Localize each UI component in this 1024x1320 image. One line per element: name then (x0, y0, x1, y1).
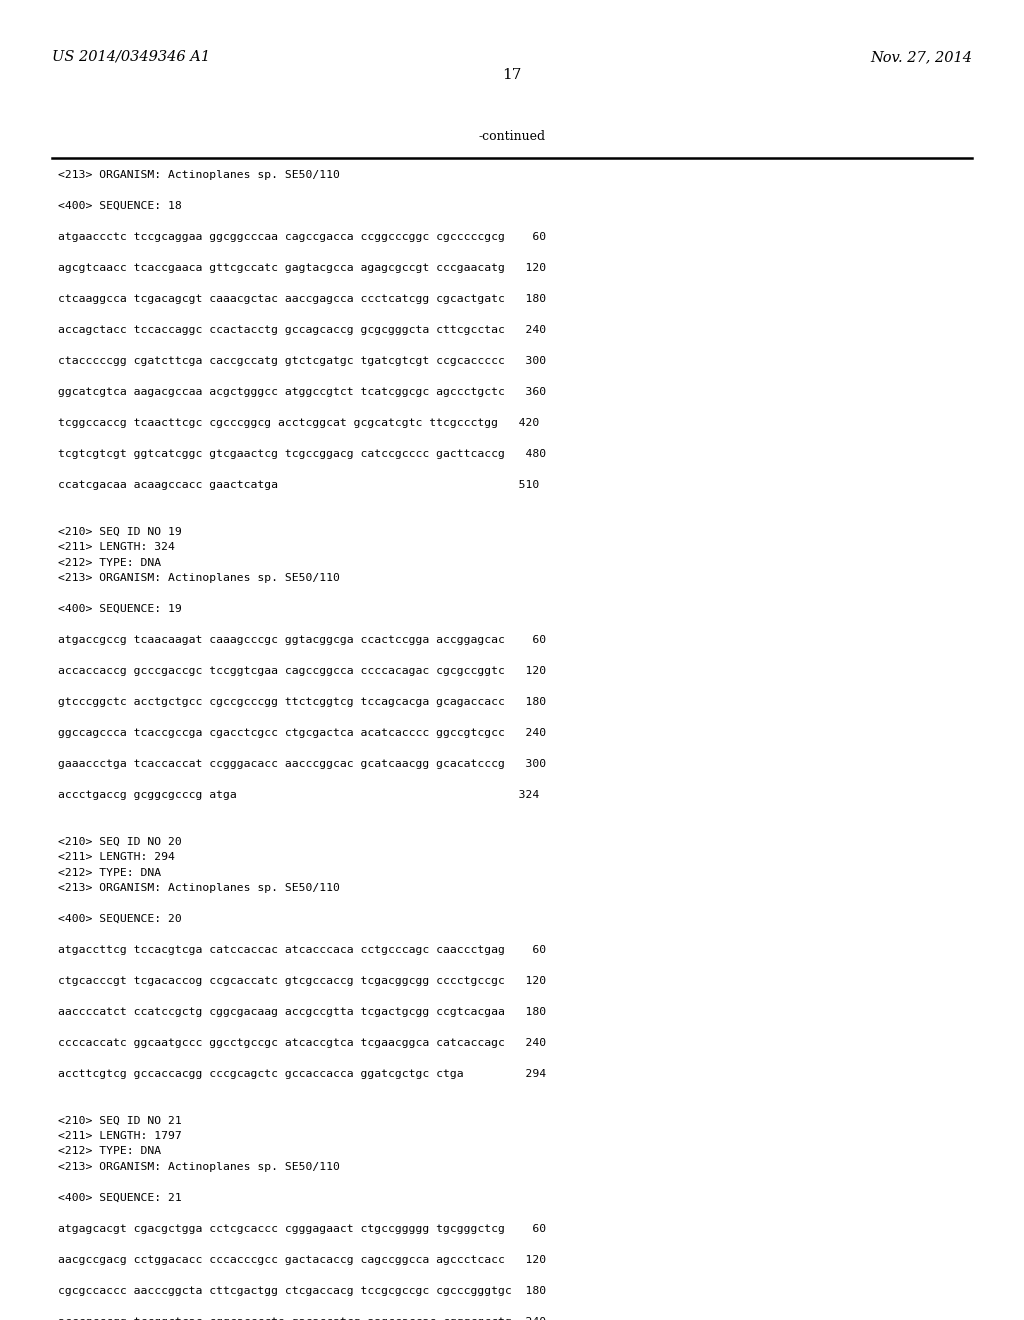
Text: accagctacc tccaccaggc ccactacctg gccagcaccg gcgcgggcta cttcgcctac   240: accagctacc tccaccaggc ccactacctg gccagca… (58, 325, 546, 335)
Text: tcgtcgtcgt ggtcatcggc gtcgaactcg tcgccggacg catccgcccc gacttcaccg   480: tcgtcgtcgt ggtcatcggc gtcgaactcg tcgccgg… (58, 449, 546, 459)
Text: <212> TYPE: DNA: <212> TYPE: DNA (58, 557, 161, 568)
Text: <213> ORGANISM: Actinoplanes sp. SE50/110: <213> ORGANISM: Actinoplanes sp. SE50/11… (58, 170, 340, 180)
Text: atgaccttcg tccacgtcga catccaccac atcacccaca cctgcccagc caaccctgag    60: atgaccttcg tccacgtcga catccaccac atcaccc… (58, 945, 546, 954)
Text: 17: 17 (503, 69, 521, 82)
Text: <213> ORGANISM: Actinoplanes sp. SE50/110: <213> ORGANISM: Actinoplanes sp. SE50/11… (58, 573, 340, 583)
Text: <210> SEQ ID NO 21: <210> SEQ ID NO 21 (58, 1115, 181, 1126)
Text: ctacccccgg cgatcttcga caccgccatg gtctcgatgc tgatcgtcgt ccgcaccccc   300: ctacccccgg cgatcttcga caccgccatg gtctcga… (58, 356, 546, 366)
Text: <400> SEQUENCE: 21: <400> SEQUENCE: 21 (58, 1193, 181, 1203)
Text: <211> LENGTH: 324: <211> LENGTH: 324 (58, 543, 175, 552)
Text: tcggccaccg tcaacttcgc cgcccggcg acctcggcat gcgcatcgtc ttcgccctgg   420: tcggccaccg tcaacttcgc cgcccggcg acctcggc… (58, 418, 540, 428)
Text: atgaccgccg tcaacaagat caaagcccgc ggtacggcga ccactccgga accggagcac    60: atgaccgccg tcaacaagat caaagcccgc ggtacgg… (58, 635, 546, 645)
Text: gaaaccctga tcaccaccat ccgggacacc aacccggcac gcatcaacgg gcacatcccg   300: gaaaccctga tcaccaccat ccgggacacc aacccgg… (58, 759, 546, 770)
Text: accctgaccg gcggcgcccg atga                                         324: accctgaccg gcggcgcccg atga 324 (58, 789, 540, 800)
Text: aacgccgacg cctggacacc cccacccgcc gactacaccg cagccggcca agccctcacc   120: aacgccgacg cctggacacc cccacccgcc gactaca… (58, 1255, 546, 1265)
Text: <213> ORGANISM: Actinoplanes sp. SE50/110: <213> ORGANISM: Actinoplanes sp. SE50/11… (58, 883, 340, 894)
Text: <400> SEQUENCE: 19: <400> SEQUENCE: 19 (58, 605, 181, 614)
Text: atgaaccctc tccgcaggaa ggcggcccaa cagccgacca ccggcccggc cgcccccgcg    60: atgaaccctc tccgcaggaa ggcggcccaa cagccga… (58, 232, 546, 242)
Text: <400> SEQUENCE: 18: <400> SEQUENCE: 18 (58, 201, 181, 211)
Text: atgagcacgt cgacgctgga cctcgcaccc cgggagaact ctgccggggg tgcgggctcg    60: atgagcacgt cgacgctgga cctcgcaccc cgggaga… (58, 1224, 546, 1234)
Text: -continued: -continued (478, 129, 546, 143)
Text: ggccagccca tcaccgccga cgacctcgcc ctgcgactca acatcacccc ggccgtcgcc   240: ggccagccca tcaccgccga cgacctcgcc ctgcgac… (58, 729, 546, 738)
Text: Nov. 27, 2014: Nov. 27, 2014 (870, 50, 972, 63)
Text: gtcccggctc acctgctgcc cgccgcccgg ttctcggtcg tccagcacga gcagaccacc   180: gtcccggctc acctgctgcc cgccgcccgg ttctcgg… (58, 697, 546, 708)
Text: acccgcccgg tccggctcac cggcaccccte gacaccatcg aagccaccac cgggcgcctg  240: acccgcccgg tccggctcac cggcaccccte gacacc… (58, 1317, 546, 1320)
Text: cgcgccaccc aacccggcta cttcgactgg ctcgaccacg tccgcgccgc cgcccgggtgc  180: cgcgccaccc aacccggcta cttcgactgg ctcgacc… (58, 1286, 546, 1296)
Text: US 2014/0349346 A1: US 2014/0349346 A1 (52, 50, 210, 63)
Text: accaccaccg gcccgaccgc tccggtcgaa cagccggcca ccccacagac cgcgccggtc   120: accaccaccg gcccgaccgc tccggtcgaa cagccgg… (58, 667, 546, 676)
Text: accttcgtcg gccaccacgg cccgcagctc gccaccacca ggatcgctgc ctga         294: accttcgtcg gccaccacgg cccgcagctc gccacca… (58, 1069, 546, 1078)
Text: <400> SEQUENCE: 20: <400> SEQUENCE: 20 (58, 913, 181, 924)
Text: <211> LENGTH: 1797: <211> LENGTH: 1797 (58, 1131, 181, 1140)
Text: ccccaccatc ggcaatgccc ggcctgccgc atcaccgtca tcgaacggca catcaccagc   240: ccccaccatc ggcaatgccc ggcctgccgc atcaccg… (58, 1038, 546, 1048)
Text: <211> LENGTH: 294: <211> LENGTH: 294 (58, 851, 175, 862)
Text: ggcatcgtca aagacgccaa acgctgggcc atggccgtct tcatcggcgc agccctgctc   360: ggcatcgtca aagacgccaa acgctgggcc atggccg… (58, 387, 546, 397)
Text: <212> TYPE: DNA: <212> TYPE: DNA (58, 867, 161, 878)
Text: <210> SEQ ID NO 20: <210> SEQ ID NO 20 (58, 837, 181, 846)
Text: <212> TYPE: DNA: <212> TYPE: DNA (58, 1147, 161, 1156)
Text: ccatcgacaa acaagccacc gaactcatga                                   510: ccatcgacaa acaagccacc gaactcatga 510 (58, 480, 540, 490)
Text: <210> SEQ ID NO 19: <210> SEQ ID NO 19 (58, 527, 181, 536)
Text: ctgcacccgt tcgacaccog ccgcaccatc gtcgccaccg tcgacggcgg cccctgccgc   120: ctgcacccgt tcgacaccog ccgcaccatc gtcgcca… (58, 975, 546, 986)
Text: ctcaaggcca tcgacagcgt caaacgctac aaccgagcca ccctcatcgg cgcactgatc   180: ctcaaggcca tcgacagcgt caaacgctac aaccgag… (58, 294, 546, 304)
Text: <213> ORGANISM: Actinoplanes sp. SE50/110: <213> ORGANISM: Actinoplanes sp. SE50/11… (58, 1162, 340, 1172)
Text: aaccccatct ccatccgctg cggcgacaag accgccgtta tcgactgcgg ccgtcacgaa   180: aaccccatct ccatccgctg cggcgacaag accgccg… (58, 1007, 546, 1016)
Text: agcgtcaacc tcaccgaaca gttcgccatc gagtacgcca agagcgccgt cccgaacatg   120: agcgtcaacc tcaccgaaca gttcgccatc gagtacg… (58, 263, 546, 273)
